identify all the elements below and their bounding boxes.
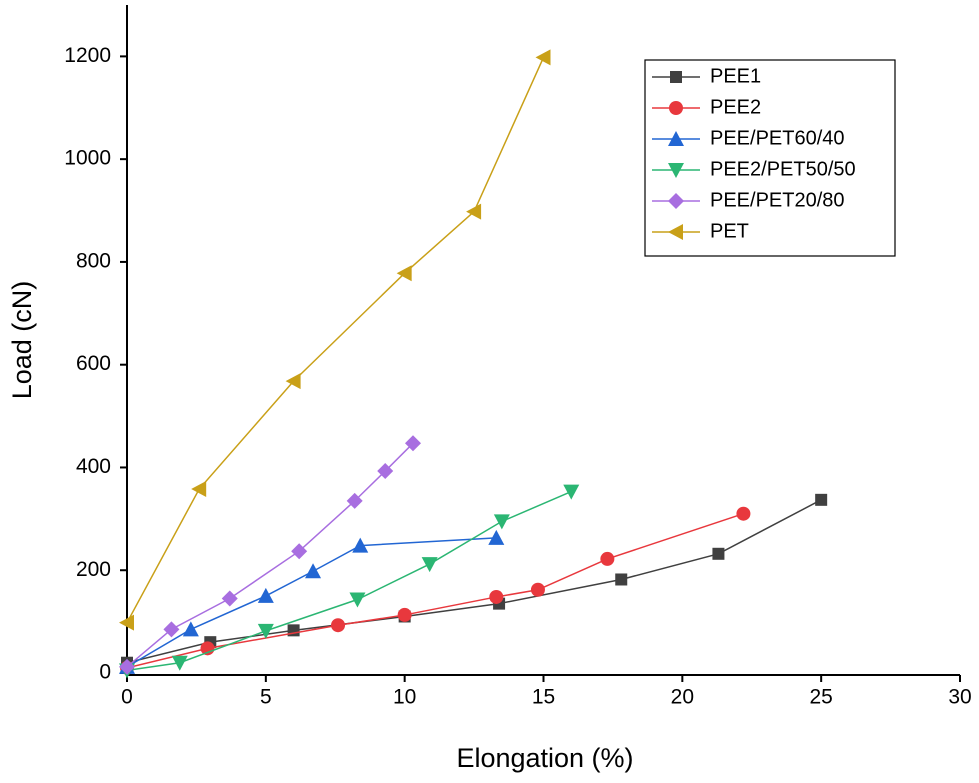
y-tick-label: 0 bbox=[99, 661, 111, 684]
marker bbox=[736, 506, 751, 521]
series-line bbox=[126, 499, 822, 664]
y-tick-label: 800 bbox=[76, 249, 111, 272]
legend-marker bbox=[670, 71, 682, 83]
marker bbox=[305, 563, 322, 579]
series-line bbox=[126, 57, 545, 623]
marker bbox=[615, 573, 628, 586]
marker bbox=[377, 463, 394, 480]
legend: PEE1 PEE2 PEE/PET60/40 PEE2/PET50/50 PEE/PET… bbox=[644, 59, 896, 257]
marker bbox=[171, 655, 188, 671]
x-tick-label: 25 bbox=[809, 686, 832, 709]
y-tick-label: 400 bbox=[76, 455, 111, 478]
marker bbox=[191, 481, 207, 498]
marker bbox=[535, 49, 551, 66]
legend-label: PEE2 bbox=[710, 96, 761, 118]
marker bbox=[712, 547, 725, 560]
series-line bbox=[126, 537, 497, 668]
marker bbox=[563, 484, 580, 500]
marker bbox=[530, 582, 545, 597]
x-axis-title: Elongation (%) bbox=[456, 743, 633, 773]
marker bbox=[489, 589, 504, 604]
legend-label: PEE2/PET50/50 bbox=[710, 158, 856, 180]
y-axis-title: Load (cN) bbox=[7, 281, 37, 400]
marker bbox=[285, 373, 301, 390]
marker bbox=[396, 265, 412, 282]
legend-marker bbox=[668, 224, 683, 240]
legend-label: PEE1 bbox=[710, 65, 761, 87]
legend-label: PEE/PET20/80 bbox=[710, 189, 845, 211]
x-tick-label: 20 bbox=[671, 686, 694, 709]
marker bbox=[352, 537, 369, 553]
x-tick-label: 5 bbox=[260, 686, 272, 709]
y-tick-label: 1000 bbox=[64, 147, 111, 170]
x-tick-label: 0 bbox=[121, 686, 133, 709]
marker bbox=[221, 590, 238, 607]
x-tick-label: 10 bbox=[393, 686, 416, 709]
marker bbox=[119, 658, 135, 675]
y-tick-label: 600 bbox=[76, 352, 111, 375]
marker bbox=[404, 435, 421, 452]
marker bbox=[488, 529, 505, 545]
marker bbox=[119, 614, 134, 631]
marker bbox=[600, 551, 615, 566]
legend-marker bbox=[669, 101, 683, 115]
legend-label: PET bbox=[710, 220, 749, 242]
marker bbox=[421, 557, 438, 573]
marker bbox=[493, 514, 510, 530]
legend-marker bbox=[668, 193, 684, 209]
marker bbox=[349, 592, 366, 608]
marker bbox=[346, 492, 363, 509]
marker bbox=[163, 621, 180, 638]
marker bbox=[466, 203, 482, 220]
y-tick-label: 200 bbox=[76, 558, 111, 581]
marker bbox=[257, 587, 274, 603]
legend-box bbox=[644, 59, 896, 257]
marker bbox=[815, 493, 828, 506]
y-tick-label: 1200 bbox=[64, 44, 111, 67]
legend-marker bbox=[668, 163, 684, 178]
marker bbox=[397, 607, 412, 622]
legend-label: PEE/PET60/40 bbox=[710, 127, 845, 149]
marker bbox=[331, 618, 346, 633]
x-tick-label: 15 bbox=[532, 686, 555, 709]
marker bbox=[182, 621, 199, 637]
x-tick-label: 30 bbox=[948, 686, 971, 709]
marker bbox=[291, 543, 308, 560]
series-line bbox=[126, 512, 744, 669]
legend-marker bbox=[668, 131, 684, 146]
marker bbox=[257, 623, 274, 639]
